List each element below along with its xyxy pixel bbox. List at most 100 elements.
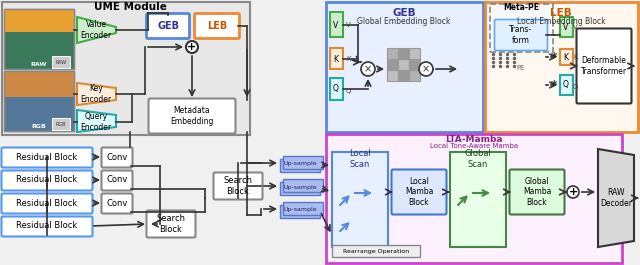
- Bar: [560, 17, 573, 37]
- Bar: [398, 59, 409, 70]
- Bar: [52, 118, 70, 130]
- FancyBboxPatch shape: [102, 170, 132, 191]
- Text: Residual Block: Residual Block: [17, 222, 77, 231]
- Text: Global
Mamba
Block: Global Mamba Block: [523, 177, 551, 207]
- Bar: [560, 49, 573, 65]
- Text: Conv: Conv: [106, 198, 128, 207]
- Text: V: V: [346, 22, 351, 28]
- Text: Conv: Conv: [106, 152, 128, 161]
- Text: V: V: [573, 24, 578, 30]
- FancyBboxPatch shape: [577, 29, 632, 104]
- Text: LEB: LEB: [207, 21, 227, 31]
- Bar: [387, 59, 398, 70]
- FancyBboxPatch shape: [102, 193, 132, 214]
- Bar: [398, 48, 409, 59]
- Bar: [326, 134, 622, 263]
- Polygon shape: [77, 110, 116, 132]
- Text: Metadata
Embedding: Metadata Embedding: [170, 106, 214, 126]
- Text: K: K: [563, 52, 568, 61]
- Bar: [326, 2, 483, 132]
- Bar: [330, 78, 343, 100]
- Bar: [2, 2, 250, 135]
- Bar: [4, 9, 74, 32]
- Text: Residual Block: Residual Block: [17, 198, 77, 207]
- Bar: [485, 2, 638, 132]
- Bar: [387, 70, 398, 81]
- Bar: [4, 71, 74, 131]
- Text: Residual Block: Residual Block: [17, 175, 77, 184]
- Text: Q: Q: [333, 85, 339, 94]
- Text: ×: ×: [422, 64, 430, 74]
- FancyBboxPatch shape: [147, 14, 189, 38]
- Text: Q: Q: [346, 88, 351, 94]
- FancyBboxPatch shape: [392, 170, 447, 214]
- Bar: [52, 56, 70, 68]
- Bar: [4, 71, 74, 131]
- Text: Global Embedding Block: Global Embedding Block: [357, 16, 451, 25]
- Text: PE: PE: [516, 65, 525, 71]
- Text: ×: ×: [364, 64, 372, 74]
- Text: LEB: LEB: [550, 8, 572, 18]
- Text: Meta-PE: Meta-PE: [503, 3, 539, 12]
- Circle shape: [567, 186, 579, 198]
- Text: LTA-Mamba: LTA-Mamba: [445, 135, 503, 144]
- Text: Conv: Conv: [106, 175, 128, 184]
- Text: Local Tone-Aware Mamba: Local Tone-Aware Mamba: [430, 143, 518, 149]
- Text: RAW: RAW: [56, 60, 67, 64]
- Text: RGB: RGB: [56, 121, 67, 126]
- Text: RAW
Decoder: RAW Decoder: [600, 188, 632, 208]
- Text: K: K: [573, 54, 577, 60]
- Text: GEB: GEB: [157, 21, 179, 31]
- FancyBboxPatch shape: [1, 170, 93, 191]
- Text: Up-sample: Up-sample: [283, 207, 317, 213]
- Text: Q: Q: [573, 84, 579, 90]
- Bar: [283, 156, 323, 169]
- Circle shape: [361, 62, 375, 76]
- FancyBboxPatch shape: [147, 210, 195, 237]
- Text: V: V: [563, 23, 568, 32]
- Text: +: +: [188, 42, 196, 52]
- FancyBboxPatch shape: [1, 217, 93, 236]
- Polygon shape: [77, 83, 116, 105]
- Bar: [387, 48, 398, 59]
- Text: Local Embedding Block: Local Embedding Block: [516, 16, 605, 25]
- Bar: [409, 48, 420, 59]
- Text: Deformable
Transformer: Deformable Transformer: [581, 56, 627, 76]
- Bar: [409, 59, 420, 70]
- Text: K: K: [333, 55, 339, 64]
- FancyBboxPatch shape: [148, 99, 236, 134]
- Bar: [4, 9, 74, 69]
- Text: +: +: [568, 187, 578, 197]
- Polygon shape: [598, 149, 634, 247]
- Text: *: *: [551, 78, 557, 91]
- Circle shape: [186, 41, 198, 53]
- Text: Residual Block: Residual Block: [17, 152, 77, 161]
- Bar: [330, 12, 343, 37]
- Text: Q: Q: [563, 81, 569, 90]
- Text: Local
Scan: Local Scan: [349, 149, 371, 169]
- Text: RAW: RAW: [31, 63, 47, 68]
- Bar: [280, 159, 320, 172]
- Text: Query
Encoder: Query Encoder: [81, 112, 111, 132]
- Text: K: K: [346, 56, 351, 62]
- Text: GEB: GEB: [392, 8, 416, 18]
- Bar: [560, 75, 573, 95]
- FancyBboxPatch shape: [495, 20, 547, 51]
- Bar: [332, 152, 388, 247]
- Text: Search
Block: Search Block: [223, 176, 253, 196]
- Text: RGB: RGB: [31, 125, 47, 130]
- Bar: [450, 152, 506, 247]
- Text: Trans-
form: Trans- form: [509, 25, 532, 45]
- FancyBboxPatch shape: [102, 148, 132, 167]
- Bar: [4, 71, 74, 97]
- Text: Key
Encoder: Key Encoder: [81, 84, 111, 104]
- Bar: [280, 182, 320, 195]
- Bar: [330, 48, 343, 69]
- FancyBboxPatch shape: [195, 14, 239, 38]
- Text: Value
Encoder: Value Encoder: [81, 20, 111, 40]
- Text: Global
Scan: Global Scan: [465, 149, 492, 169]
- Bar: [283, 179, 323, 192]
- Polygon shape: [77, 17, 116, 43]
- Bar: [409, 70, 420, 81]
- Text: Local
Mamba
Block: Local Mamba Block: [405, 177, 433, 207]
